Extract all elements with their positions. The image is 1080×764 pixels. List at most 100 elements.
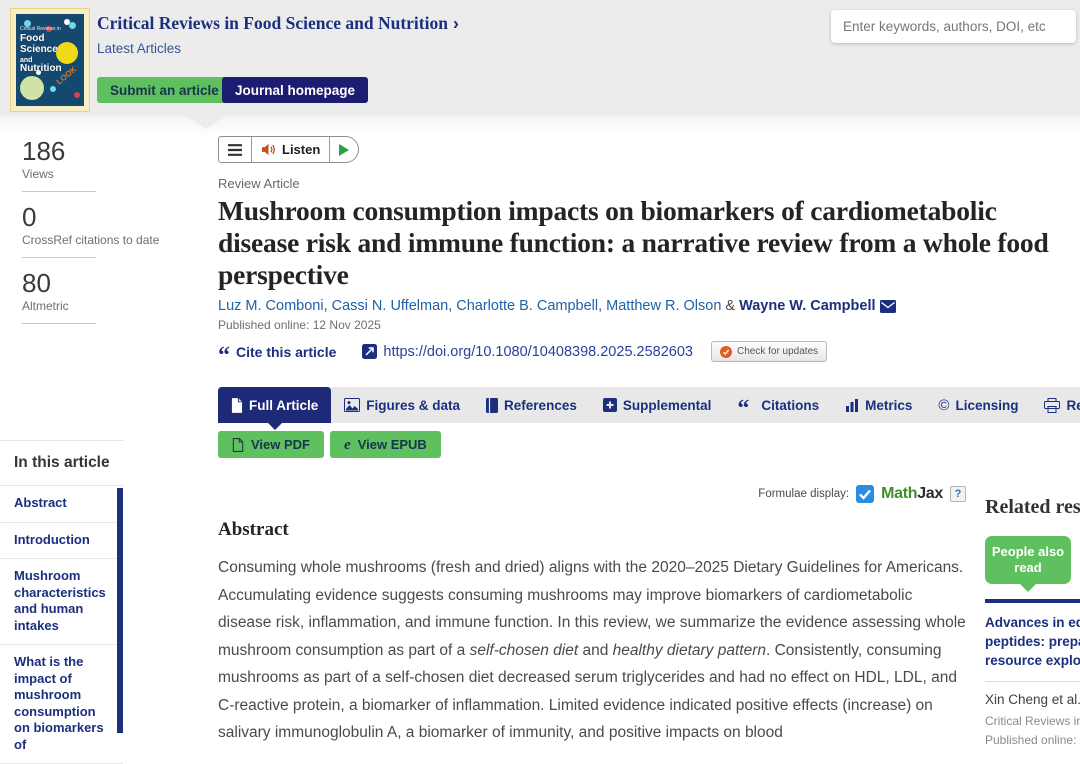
in-this-article-sidebar: In this article Abstract Introduction Mu… <box>0 440 123 764</box>
quote-icon <box>218 344 236 360</box>
tab-figures-data[interactable]: Figures & data <box>331 387 473 423</box>
epub-icon <box>344 437 351 452</box>
cover-small-title: Critical Reviews in <box>20 26 61 32</box>
corresponding-author-link[interactable]: Wayne W. Campbell <box>739 298 876 314</box>
search-input[interactable] <box>831 10 1076 43</box>
toc-list: Abstract Introduction Mushroom character… <box>0 485 123 764</box>
link-icon <box>362 344 378 359</box>
related-research-sidebar: Related rese People also read Advances i… <box>985 496 1080 747</box>
author-list: Luz M. Comboni, Cassi N. Uffelman, Charl… <box>218 298 1080 314</box>
doi-link[interactable]: https://doi.org/10.1080/10408398.2025.25… <box>362 344 693 360</box>
cover-molecule-dot <box>20 76 44 100</box>
related-research-heading: Related rese <box>985 496 1080 518</box>
copyright-icon <box>938 397 949 414</box>
cover-molecule-dot <box>46 26 52 32</box>
formulae-display-label: Formulae display: <box>758 488 850 500</box>
related-article-authors[interactable]: Xin Cheng et al. <box>985 692 1080 707</box>
people-also-read-tab[interactable]: People also read <box>985 536 1071 592</box>
cover-molecule-dot <box>69 22 76 29</box>
plus-square-icon <box>602 398 617 412</box>
metric-label: Views <box>22 167 54 181</box>
author-links[interactable]: Luz M. Comboni, Cassi N. Uffelman, Charl… <box>218 298 722 314</box>
tab-citations[interactable]: Citations <box>724 387 832 423</box>
cover-molecule-dot <box>56 42 78 64</box>
metric-altmetric: 80 Altmetric <box>22 268 192 324</box>
ampersand: & <box>725 298 736 314</box>
play-icon <box>339 143 350 156</box>
toc-item-mushroom-characteristics[interactable]: Mushroom characteristics and human intak… <box>0 559 123 645</box>
cover-molecule-dot <box>74 92 80 98</box>
printer-icon <box>1044 397 1061 413</box>
hamburger-icon <box>228 143 242 156</box>
tab-reprints-permissions[interactable]: Reprints & Permissions <box>1031 387 1080 423</box>
cover-title-line: Food <box>20 33 45 44</box>
italic-phrase: healthy dietary pattern <box>612 641 766 659</box>
article-type-label: Review Article <box>218 176 300 191</box>
article-title: Mushroom consumption impacts on biomarke… <box>218 195 1049 290</box>
cover-molecule-dot <box>50 86 56 92</box>
published-date: Published online: 12 Nov 2025 <box>218 318 381 332</box>
metric-value: 186 <box>22 136 66 166</box>
listen-button[interactable]: Listen <box>252 137 331 162</box>
document-icon <box>231 397 243 413</box>
abstract-heading: Abstract <box>218 519 289 540</box>
mathjax-logo[interactable]: MathJax <box>881 485 943 502</box>
cover-title-line: and <box>20 57 33 64</box>
header-notch <box>185 115 227 129</box>
view-epub-button[interactable]: View EPUB <box>330 431 441 458</box>
tab-supplemental[interactable]: Supplemental <box>590 387 725 423</box>
toc-item-introduction[interactable]: Introduction <box>0 523 123 559</box>
article-metrics: 186 Views 0 CrossRef citations to date 8… <box>22 136 192 334</box>
tab-references[interactable]: References <box>473 387 590 423</box>
journal-homepage-button[interactable]: Journal homepage <box>222 77 369 103</box>
toc-item-impact-biomarkers[interactable]: What is the impact of mushroom consumpti… <box>0 645 123 764</box>
metric-label: CrossRef citations to date <box>22 233 160 247</box>
toc-item-abstract[interactable]: Abstract <box>0 486 123 523</box>
cover-molecule-dot <box>64 19 70 25</box>
toc-scrollbar[interactable] <box>117 488 123 733</box>
abstract-paragraph: Consuming whole mushrooms (fresh and dri… <box>218 559 966 741</box>
journal-cover-art: Critical Reviews in Food Science and Nut… <box>16 14 84 106</box>
article-tab-strip: Full Article Figures & data References S… <box>218 387 1080 430</box>
metric-label: Altmetric <box>22 299 69 313</box>
journal-cover-thumbnail[interactable]: Critical Reviews in Food Science and Nut… <box>10 8 90 112</box>
cite-article-link[interactable]: Cite this article <box>218 344 336 360</box>
mathjax-help-button[interactable]: ? <box>950 486 966 502</box>
listen-menu-button[interactable] <box>219 137 252 162</box>
in-this-article-heading: In this article <box>14 454 110 471</box>
cover-title-line: Nutrition <box>20 63 62 74</box>
view-pdf-button[interactable]: View PDF <box>218 431 325 458</box>
cover-molecule-dot <box>36 70 41 75</box>
latest-articles-link[interactable]: Latest Articles <box>97 41 182 56</box>
chevron-right-icon: › <box>452 13 459 33</box>
related-article-title[interactable]: Advances in edib peptides: prepara resou… <box>985 615 1080 668</box>
formulae-display-row: Formulae display: MathJax ? <box>218 485 966 503</box>
related-article-journal: Critical Reviews in <box>985 714 1080 728</box>
listen-play-button[interactable] <box>330 137 358 162</box>
submit-article-button[interactable]: Submit an article <box>97 77 232 103</box>
checkmark-icon[interactable] <box>856 485 875 503</box>
book-icon <box>486 397 499 413</box>
tab-metrics[interactable]: Metrics <box>832 387 925 423</box>
listen-toolbar: Listen <box>218 136 360 163</box>
speaker-icon <box>262 143 275 156</box>
cover-title-line: Science <box>20 44 58 55</box>
metric-views: 186 Views <box>22 136 192 192</box>
metric-crossref: 0 CrossRef citations to date <box>22 202 192 258</box>
related-article-published: Published online: 1 <box>985 733 1080 747</box>
quote-icon <box>737 398 755 413</box>
envelope-icon[interactable] <box>879 299 896 313</box>
metric-value: 80 <box>22 268 51 298</box>
tab-full-article[interactable]: Full Article <box>218 387 332 430</box>
site-header: Critical Reviews in Food Science and Nut… <box>0 0 1080 115</box>
image-icon <box>344 398 361 412</box>
metric-value: 0 <box>22 202 37 232</box>
tab-licensing[interactable]: Licensing <box>925 387 1031 423</box>
listen-label: Listen <box>282 142 321 157</box>
check-for-updates-button[interactable]: Check for updates <box>710 341 828 362</box>
divider <box>985 681 1080 682</box>
header-shadow <box>0 115 1080 137</box>
related-article-card: Advances in edib peptides: prepara resou… <box>985 599 1080 747</box>
journal-title-link[interactable]: Critical Reviews in Food Science and Nut… <box>97 13 459 33</box>
download-buttons: View PDF View EPUB <box>218 431 1080 458</box>
